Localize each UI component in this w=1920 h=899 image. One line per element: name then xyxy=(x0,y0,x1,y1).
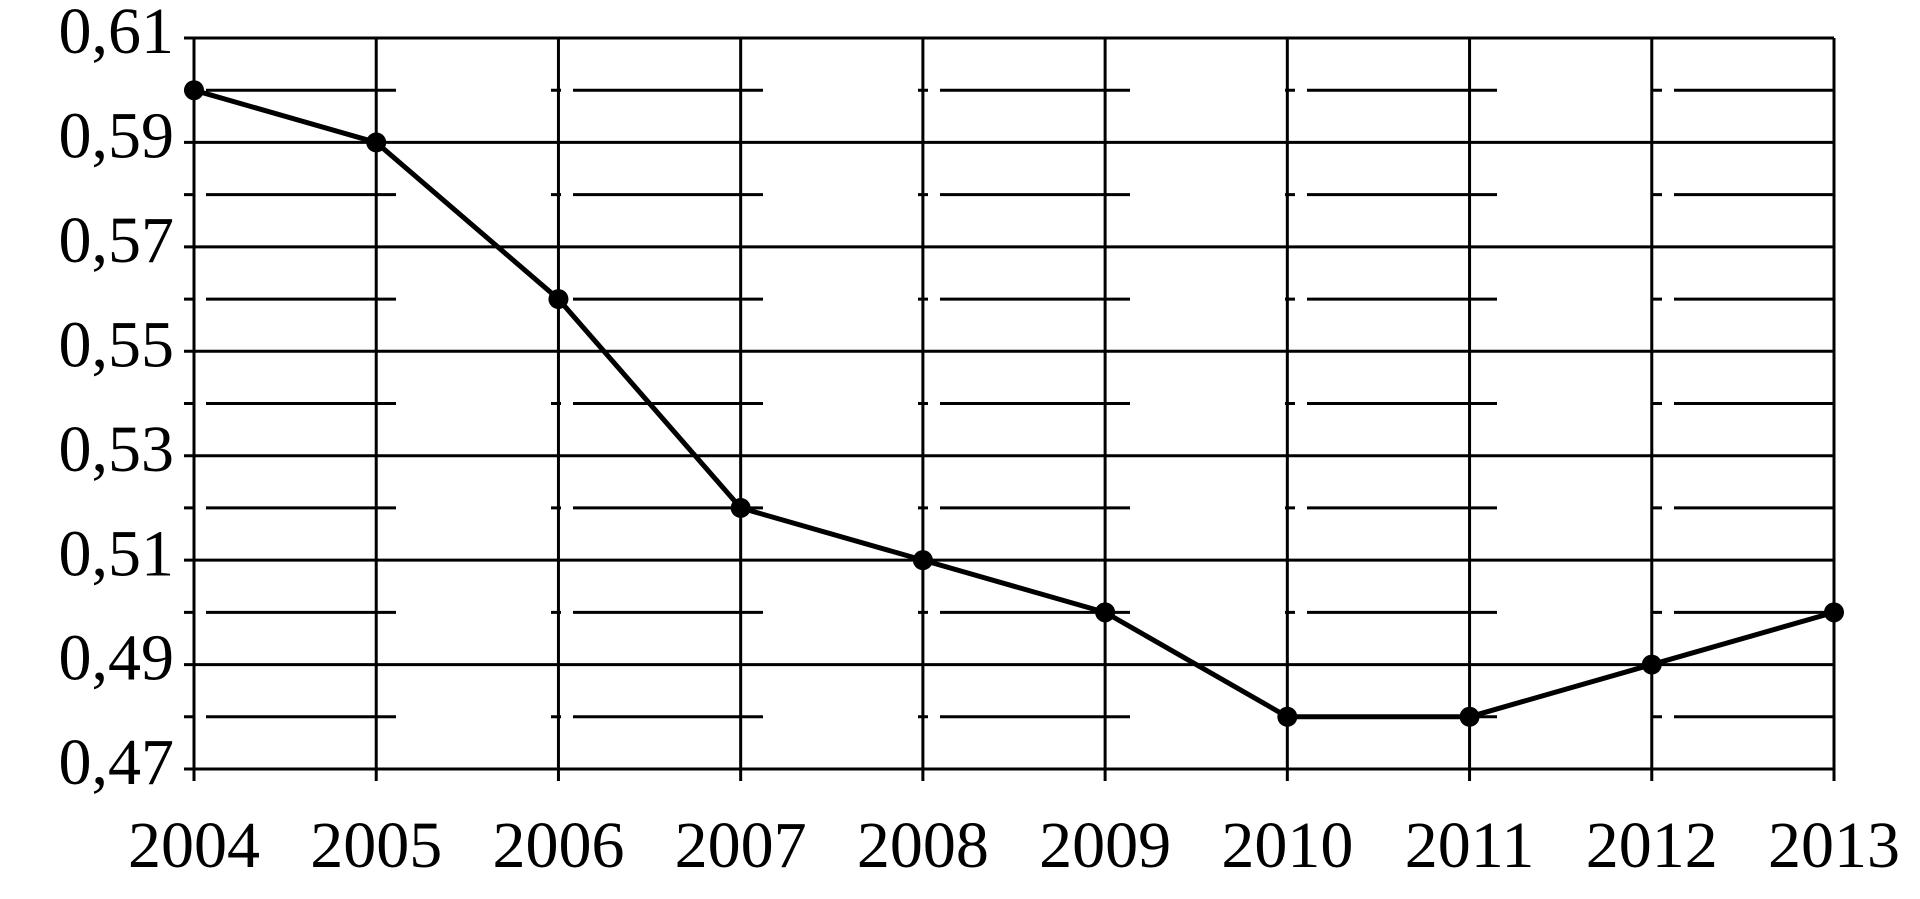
data-point xyxy=(184,80,204,101)
data-point xyxy=(730,497,751,518)
data-point xyxy=(912,550,933,571)
data-point xyxy=(1459,706,1480,727)
x-tick-label: 2006 xyxy=(492,809,624,882)
y-tick-label: 0,55 xyxy=(59,308,175,381)
data-line xyxy=(193,87,1835,720)
y-tick-label: 0,47 xyxy=(59,726,175,799)
y-tick-label: 0,57 xyxy=(59,204,175,277)
y-tick-label: 0,51 xyxy=(59,517,175,590)
x-tick-label: 2008 xyxy=(857,809,989,882)
y-tick-label: 0,59 xyxy=(59,100,175,173)
y-tick-label: 0,61 xyxy=(59,0,175,68)
x-tick-label: 2010 xyxy=(1221,809,1353,882)
x-tick-label: 2013 xyxy=(1768,809,1900,882)
data-point xyxy=(548,289,569,310)
x-tick-label: 2011 xyxy=(1405,809,1535,882)
data-point xyxy=(1277,706,1298,727)
data-point xyxy=(1824,602,1844,623)
data-point xyxy=(1641,654,1662,675)
x-tick-label: 2007 xyxy=(675,809,807,882)
x-tick-label: 2005 xyxy=(310,809,442,882)
y-tick-label: 0,49 xyxy=(59,622,175,695)
x-tick-label: 2012 xyxy=(1586,809,1718,882)
data-point xyxy=(366,132,387,153)
y-tick-label: 0,53 xyxy=(59,413,175,486)
x-tick-label: 2009 xyxy=(1039,809,1171,882)
data-point xyxy=(1095,602,1116,623)
x-tick-label: 2004 xyxy=(128,809,260,882)
